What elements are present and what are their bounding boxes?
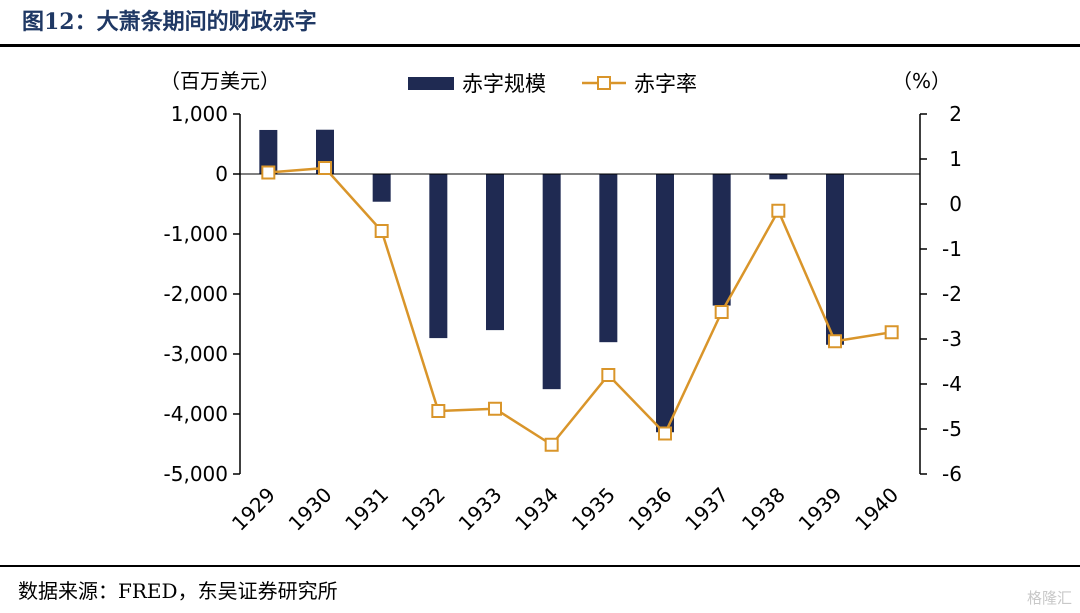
x-tick-label-1934: 1934 xyxy=(510,483,563,536)
source-note: 数据来源：FRED，东吴证券研究所 xyxy=(18,579,338,603)
legend-swatch-deficit-size xyxy=(408,77,454,90)
x-tick-label-1932: 1932 xyxy=(397,483,450,536)
top-divider xyxy=(0,44,1080,47)
x-tick-label-1938: 1938 xyxy=(737,483,790,536)
x-tick-label-1929: 1929 xyxy=(227,483,280,536)
chart-legend: 赤字规模 赤字率 xyxy=(408,72,697,96)
rate-point-1933 xyxy=(488,401,502,416)
legend-label-deficit-size: 赤字规模 xyxy=(462,72,546,96)
bar-1939 xyxy=(826,174,844,345)
x-tick-label-1939: 1939 xyxy=(794,483,847,536)
left-axis-tick-label: 1,000 xyxy=(171,102,228,126)
rate-point-1929 xyxy=(261,165,276,180)
rate-point-1940 xyxy=(884,325,899,340)
bar-1936 xyxy=(656,174,674,433)
bar-1933 xyxy=(486,174,504,331)
legend-marker-deficit-rate xyxy=(597,76,611,90)
deficit-rate-polyline xyxy=(268,166,892,446)
right-axis-tick-label: -3 xyxy=(942,327,962,351)
left-axis-tick-label: 0 xyxy=(215,162,228,186)
x-tick-label-1940: 1940 xyxy=(850,483,903,536)
left-axis: 1,000 0 -1,000 -2,000 -3,000 -4,000 -5,000 xyxy=(164,102,241,486)
deficit-chart: 赤字规模 赤字率 （百万美元） （%） 1,000 0 -1,000 -2,000 -3… xyxy=(160,69,962,536)
rate-point-1932 xyxy=(431,404,446,418)
right-axis-tick-label: -2 xyxy=(942,282,962,306)
x-tick-label-1933: 1933 xyxy=(454,483,507,536)
x-tick-label-1931: 1931 xyxy=(340,483,393,536)
bar-1931 xyxy=(372,174,391,202)
x-tick-label-1935: 1935 xyxy=(567,483,620,536)
left-axis-tick-label: -4,000 xyxy=(164,402,228,426)
right-axis: 2 1 0 -1 -2 -3 -4 -5 -6 xyxy=(919,102,962,486)
deficit-size-bars xyxy=(259,129,844,433)
bar-1934 xyxy=(542,174,561,390)
x-tick-label-1937: 1937 xyxy=(680,483,733,536)
left-axis-tick-label: -3,000 xyxy=(164,342,228,366)
left-axis-tick-label: -5,000 xyxy=(164,462,228,486)
rate-point-1936 xyxy=(658,426,672,441)
figure-title: 图12：大萧条期间的财政赤字 xyxy=(22,9,317,35)
bar-1935 xyxy=(599,174,618,343)
deficit-rate-line xyxy=(261,161,899,452)
right-axis-tick-label: 0 xyxy=(949,192,962,216)
rate-point-1931 xyxy=(374,224,389,238)
right-axis-tick-label: -5 xyxy=(942,417,962,441)
right-axis-tick-label: -1 xyxy=(942,237,962,261)
left-axis-tick-label: -1,000 xyxy=(164,222,228,246)
x-axis-labels: 1929 1930 1931 1932 1933 1934 1935 1936 1937 1938… xyxy=(227,483,903,536)
bar-1938 xyxy=(769,174,788,180)
x-tick-label-1930: 1930 xyxy=(284,483,337,536)
rate-point-1938 xyxy=(771,203,786,218)
rate-point-1937 xyxy=(714,305,729,319)
legend-label-deficit-rate: 赤字率 xyxy=(634,72,697,96)
right-axis-tick-label: 2 xyxy=(949,102,962,126)
right-axis-tick-label: 1 xyxy=(949,147,962,171)
rate-point-1930 xyxy=(318,161,332,175)
rate-point-1935 xyxy=(601,368,616,382)
right-axis-tick-label: -6 xyxy=(942,462,962,486)
bar-1929 xyxy=(259,129,278,174)
bar-1932 xyxy=(429,174,448,339)
left-axis-unit: （百万美元） xyxy=(160,69,280,93)
bar-1937 xyxy=(712,174,731,306)
rate-point-1939 xyxy=(828,334,842,349)
watermark: 格隆汇 xyxy=(1026,589,1072,607)
bottom-divider xyxy=(0,565,1080,567)
left-axis-tick-label: -2,000 xyxy=(164,282,228,306)
right-axis-unit: （%） xyxy=(892,69,951,93)
x-tick-label-1936: 1936 xyxy=(624,483,677,536)
rate-point-1934 xyxy=(544,437,559,452)
right-axis-tick-label: -4 xyxy=(942,372,962,396)
